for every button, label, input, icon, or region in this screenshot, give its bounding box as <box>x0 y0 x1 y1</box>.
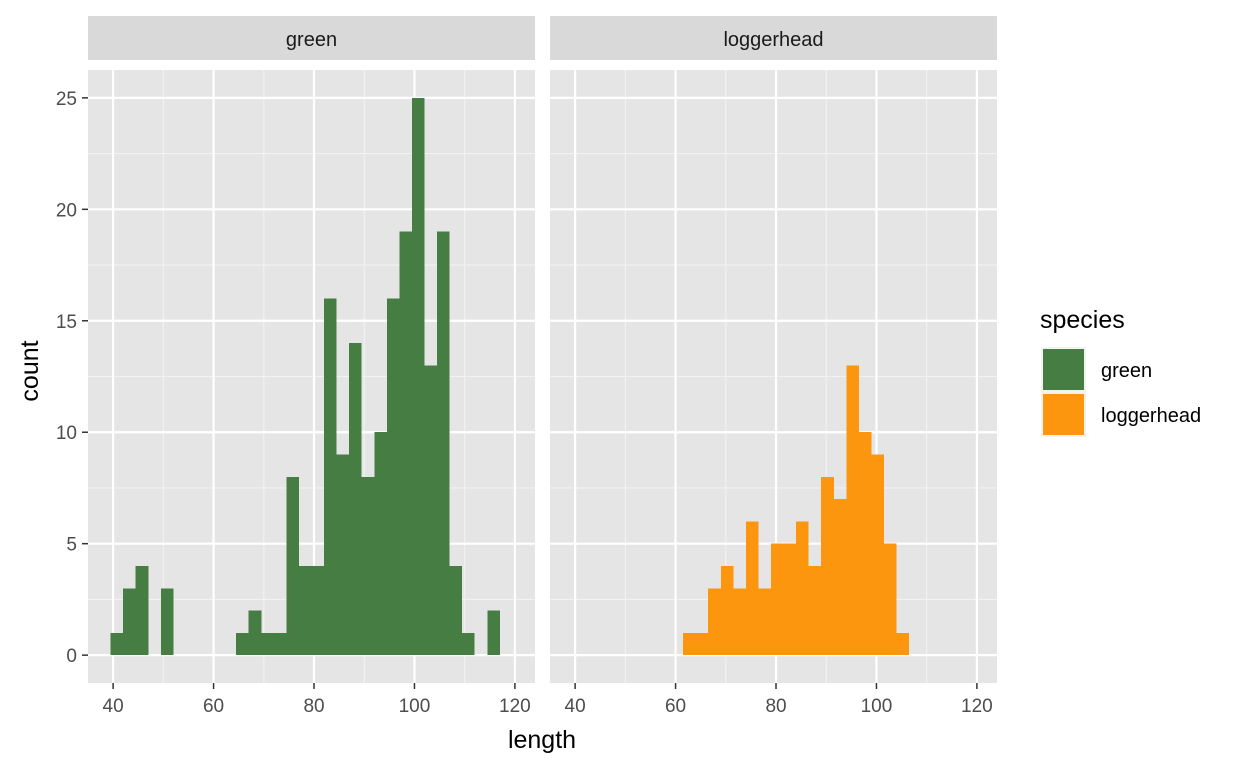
histogram-bar <box>411 97 425 656</box>
x-tick-label: 40 <box>565 696 586 717</box>
histogram-bar <box>871 454 884 656</box>
histogram-bar <box>135 565 149 656</box>
histogram-bar <box>770 543 784 656</box>
facet-strip-label: green <box>286 29 337 51</box>
facet-strip-label: loggerhead <box>723 29 823 51</box>
histogram-bar <box>783 543 797 656</box>
histogram-bar <box>745 521 759 656</box>
histogram-bar <box>858 432 872 656</box>
facet-panel-loggerhead: loggerhead 40 60 80 100 120 <box>550 16 997 717</box>
x-tick-label: 60 <box>665 696 686 717</box>
legend-key-loggerhead <box>1043 394 1084 435</box>
histogram-bar <box>286 476 299 656</box>
histogram-bar <box>298 565 312 656</box>
y-tick-label: 10 <box>56 423 77 444</box>
histogram-bar <box>349 343 362 656</box>
histogram-bar <box>808 565 822 656</box>
histogram-bar <box>846 365 859 656</box>
histogram-bar <box>160 588 174 656</box>
x-tick-label: 120 <box>961 696 993 717</box>
histogram-bar <box>708 588 721 656</box>
histogram-bar <box>123 588 136 656</box>
histogram-bar <box>437 231 450 656</box>
y-tick-label: 5 <box>66 535 77 556</box>
histogram-bar <box>821 476 834 656</box>
x-tick-label: 60 <box>203 696 224 717</box>
y-axis-title: count <box>16 340 44 401</box>
x-tick-label: 80 <box>303 696 324 717</box>
histogram-bar <box>720 565 734 656</box>
histogram-bar <box>487 610 500 656</box>
histogram-bar <box>110 632 124 656</box>
histogram-bar <box>758 588 771 656</box>
x-tick-label: 40 <box>103 696 124 717</box>
y-axis: 0 5 10 15 20 25 <box>56 89 88 667</box>
panels: green 40 60 80 100 120 loggerhead 40 60 80 100 120 <box>88 16 997 717</box>
histogram-bar <box>833 499 847 656</box>
legend-label-loggerhead: loggerhead <box>1101 405 1201 427</box>
histogram-bar <box>449 565 463 656</box>
histogram-bar <box>733 588 746 656</box>
x-tick-label: 100 <box>399 696 431 717</box>
histogram-bar <box>424 365 438 656</box>
x-tick-label: 100 <box>861 696 893 717</box>
y-tick-label: 20 <box>56 200 77 221</box>
facet-strip <box>550 16 997 60</box>
histogram-bar <box>273 632 287 656</box>
y-tick-label: 0 <box>66 646 77 667</box>
x-tick-label: 120 <box>499 696 531 717</box>
histogram-bar <box>462 632 475 656</box>
legend-key-green <box>1043 349 1084 390</box>
histogram-bar <box>236 632 249 656</box>
histogram-bar <box>248 610 262 656</box>
histogram-bar <box>386 298 400 656</box>
histogram-bar <box>896 632 910 656</box>
histogram-bar <box>261 632 274 656</box>
x-axis-title: length <box>508 726 576 754</box>
y-tick-label: 25 <box>56 89 77 110</box>
histogram-bar <box>399 231 412 656</box>
legend-title: species <box>1040 306 1125 334</box>
facet-strip <box>88 16 535 60</box>
histogram-bar <box>324 298 337 656</box>
facet-panel-green: green 40 60 80 100 120 <box>88 16 535 717</box>
histogram-bar <box>311 565 325 656</box>
histogram-bar <box>336 454 350 656</box>
legend: species green loggerhead <box>1040 306 1201 437</box>
y-tick-label: 15 <box>56 312 77 333</box>
histogram-bar <box>361 476 375 656</box>
histogram-bar <box>374 432 387 656</box>
histogram-bar <box>796 521 809 656</box>
histogram-bar <box>683 632 696 656</box>
legend-label-green: green <box>1101 360 1152 382</box>
histogram-bar <box>883 543 897 656</box>
x-tick-label: 80 <box>765 696 786 717</box>
histogram-bar <box>695 632 709 656</box>
